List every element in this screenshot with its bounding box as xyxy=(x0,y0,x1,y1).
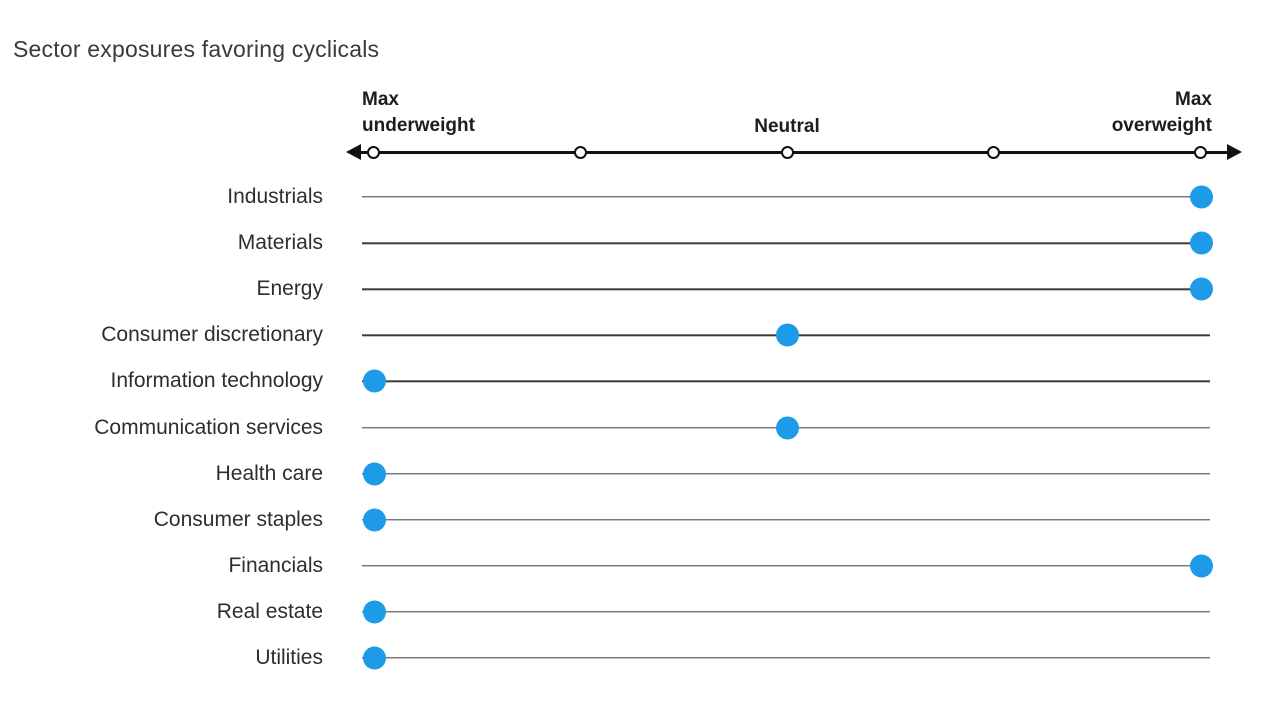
position-dot xyxy=(362,369,386,393)
sector-label: Industrials xyxy=(227,185,323,209)
position-dot xyxy=(362,462,386,486)
row-line xyxy=(362,380,1210,383)
sector-row: Information technology xyxy=(0,358,1280,404)
position-dot xyxy=(362,600,386,624)
axis-tick-circle xyxy=(987,146,1001,159)
sector-label: Energy xyxy=(256,277,323,301)
axis-tick-circle xyxy=(367,146,380,159)
sector-label: Information technology xyxy=(110,369,323,393)
sector-label: Health care xyxy=(215,461,323,485)
sector-row: Energy xyxy=(0,266,1280,312)
axis-arrow-right-icon xyxy=(1227,144,1242,160)
position-dot xyxy=(1189,231,1213,255)
position-dot xyxy=(362,646,386,670)
sector-label: Financials xyxy=(228,553,323,577)
sector-row: Real estate xyxy=(0,589,1280,635)
axis-label-max-overweight: Max overweight xyxy=(1111,89,1212,137)
row-line xyxy=(362,242,1210,244)
axis-label-neutral: Neutral xyxy=(754,116,820,137)
row-line xyxy=(362,657,1210,659)
sector-rows: Industrials Materials Energy Consumer di… xyxy=(0,174,1280,681)
sector-row: Consumer staples xyxy=(0,497,1280,543)
axis-tick-circle xyxy=(1194,146,1207,159)
axis-tick-circle xyxy=(573,146,587,159)
position-dot xyxy=(776,416,799,440)
sector-row: Health care xyxy=(0,451,1280,497)
sector-row: Utilities xyxy=(0,635,1280,681)
position-dot xyxy=(362,508,386,532)
axis-tick-circle xyxy=(780,146,794,159)
row-line xyxy=(362,196,1210,198)
axis-label-max-underweight: Max underweight xyxy=(362,89,475,137)
axis-arrow-left-icon xyxy=(346,144,361,160)
position-dot xyxy=(1189,277,1213,301)
sector-label: Materials xyxy=(237,231,323,255)
sector-label: Consumer staples xyxy=(153,507,323,531)
row-line xyxy=(362,288,1210,290)
position-dot xyxy=(776,323,799,347)
axis-line xyxy=(352,151,1236,154)
sector-label: Real estate xyxy=(216,599,323,623)
position-dot xyxy=(1189,185,1213,209)
sector-row: Materials xyxy=(0,220,1280,266)
row-line xyxy=(362,565,1210,567)
position-dot xyxy=(1189,554,1213,578)
sector-row: Communication services xyxy=(0,404,1280,450)
row-line xyxy=(362,611,1210,613)
sector-row: Consumer discretionary xyxy=(0,312,1280,358)
sector-label: Communication services xyxy=(94,415,323,439)
sector-row: Industrials xyxy=(0,174,1280,220)
sector-label: Utilities xyxy=(255,645,323,669)
chart-title: Sector exposures favoring cyclicals xyxy=(13,36,380,62)
sector-row: Financials xyxy=(0,543,1280,589)
row-line xyxy=(362,472,1210,475)
row-line xyxy=(362,519,1210,521)
sector-label: Consumer discretionary xyxy=(101,323,323,347)
